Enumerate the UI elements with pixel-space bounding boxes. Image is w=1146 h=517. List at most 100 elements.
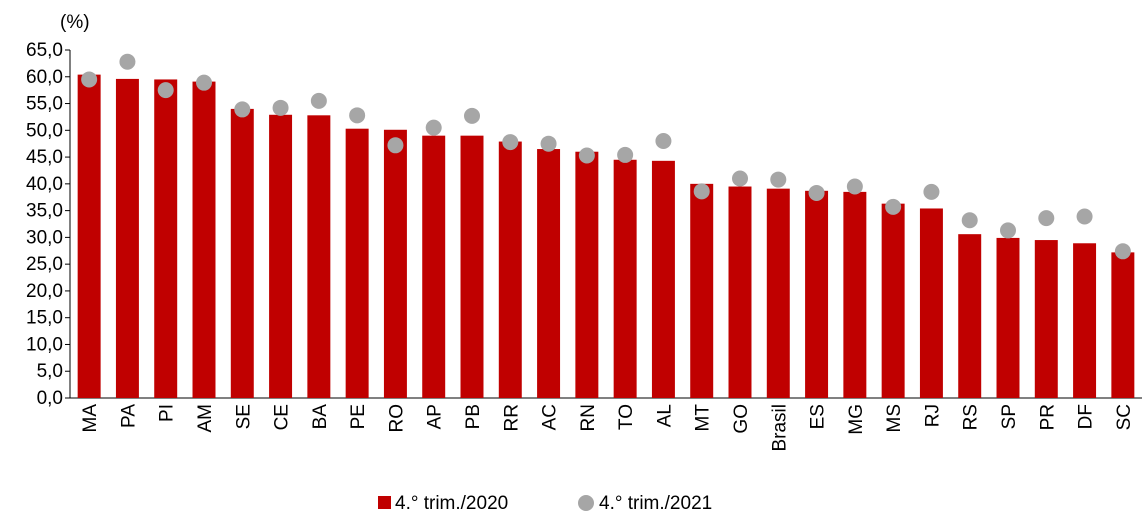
bar-mt: [690, 183, 714, 398]
y-tick-label: 65,0: [26, 40, 63, 61]
x-label-ap: AP: [425, 404, 446, 429]
x-label-es: ES: [808, 404, 829, 429]
dot-ac: [540, 135, 557, 152]
dot-ro: [387, 137, 404, 154]
bar-to: [613, 159, 637, 398]
bar-ce: [269, 114, 293, 398]
y-tick-label: 50,0: [26, 120, 63, 141]
bar-se: [230, 108, 254, 399]
x-label-mt: MT: [693, 404, 714, 432]
x-label-pa: PA: [118, 404, 139, 428]
dot-ap: [425, 119, 442, 136]
x-label-pe: PE: [348, 404, 369, 429]
dot-df: [1076, 208, 1093, 225]
x-label-rj: RJ: [922, 404, 943, 427]
x-label-brasil: Brasil: [769, 404, 790, 452]
dot-pr: [1038, 210, 1055, 227]
dot-pa: [119, 53, 136, 70]
x-label-se: SE: [233, 404, 254, 429]
y-tick-label: 0,0: [37, 388, 63, 409]
bar-pe: [345, 128, 369, 398]
dot-sp: [1000, 222, 1016, 239]
dot-mt: [693, 183, 710, 200]
dot-ce: [272, 99, 289, 116]
dot-al: [655, 133, 672, 150]
dot-se: [234, 101, 251, 118]
legend: 4.° trim./2020 4.° trim./2021: [378, 493, 712, 514]
bars-group: [77, 74, 1135, 399]
x-label-rr: RR: [501, 404, 522, 431]
bar-pa: [115, 78, 139, 398]
bar-brasil: [766, 188, 790, 398]
bar-al: [651, 160, 675, 398]
dot-rr: [502, 134, 519, 151]
dot-rn: [578, 147, 595, 164]
y-tick-label: 35,0: [26, 201, 63, 222]
bar-rs: [958, 234, 982, 398]
x-label-ba: BA: [310, 404, 331, 430]
x-label-ac: AC: [540, 404, 561, 430]
x-label-ma: MA: [80, 404, 101, 433]
y-tick-label: 45,0: [26, 147, 63, 168]
x-label-df: DF: [1076, 404, 1097, 429]
bar-am: [192, 81, 216, 398]
dot-mg: [846, 178, 863, 195]
legend-swatch-2021: [578, 495, 594, 511]
bar-go: [728, 186, 752, 398]
legend-label-2020: 4.° trim./2020: [395, 493, 508, 514]
y-tick-label: 60,0: [26, 67, 63, 88]
dot-pe: [349, 107, 366, 124]
bar-sc: [1111, 252, 1135, 398]
dot-ba: [310, 92, 327, 109]
x-label-pb: PB: [463, 404, 484, 429]
dot-rj: [923, 183, 940, 200]
x-label-rn: RN: [578, 404, 599, 431]
x-labels-group: MA PA PI AM SE CE BA PE RO AP PB RR AC RN TO AL MT GO Bras…: [80, 404, 1135, 452]
dot-sc: [1114, 243, 1131, 260]
dot-ma: [81, 71, 98, 88]
bar-sp: [996, 237, 1020, 398]
dot-go: [732, 170, 748, 187]
y-axis: 0,0 5,0 10,0 15,0 20,0 25,0 30,0 35,0 40,0 45,0 50…: [26, 40, 1142, 409]
y-tick-label: 40,0: [26, 174, 63, 195]
dot-es: [808, 184, 825, 201]
bar-mg: [843, 191, 867, 398]
bar-ac: [537, 149, 561, 398]
y-tick-label: 10,0: [26, 334, 63, 355]
bar-ap: [422, 135, 446, 398]
y-unit-label: (%): [60, 12, 90, 33]
bar-rr: [498, 141, 522, 398]
bar-pi: [154, 79, 178, 398]
bar-rj: [919, 208, 943, 398]
bar-ro: [383, 129, 407, 398]
bar-ms: [881, 203, 905, 398]
bar-df: [1073, 243, 1097, 398]
x-label-ce: CE: [272, 404, 293, 430]
bar-ma: [77, 74, 101, 399]
x-label-to: TO: [616, 404, 637, 430]
dots-group: [81, 53, 1131, 260]
dot-am: [196, 74, 212, 91]
dot-ms: [885, 198, 902, 215]
x-label-am: AM: [195, 404, 216, 433]
x-label-ro: RO: [386, 404, 407, 433]
dot-rs: [961, 212, 978, 229]
y-tick-label: 15,0: [26, 308, 63, 329]
dot-to: [617, 146, 634, 163]
x-label-al: AL: [654, 404, 675, 427]
bar-ba: [307, 115, 331, 398]
x-label-go: GO: [731, 404, 752, 434]
x-label-sc: SC: [1114, 404, 1135, 430]
bar-es: [805, 190, 829, 398]
y-tick-label: 20,0: [26, 281, 63, 302]
y-tick-label: 55,0: [26, 94, 63, 115]
y-tick-label: 30,0: [26, 227, 63, 248]
bar-rn: [575, 151, 599, 398]
x-label-sp: SP: [999, 404, 1020, 429]
y-tick-label: 25,0: [26, 254, 63, 275]
dot-brasil: [770, 171, 787, 188]
x-label-pr: PR: [1037, 404, 1058, 430]
legend-swatch-2020: [378, 496, 391, 509]
